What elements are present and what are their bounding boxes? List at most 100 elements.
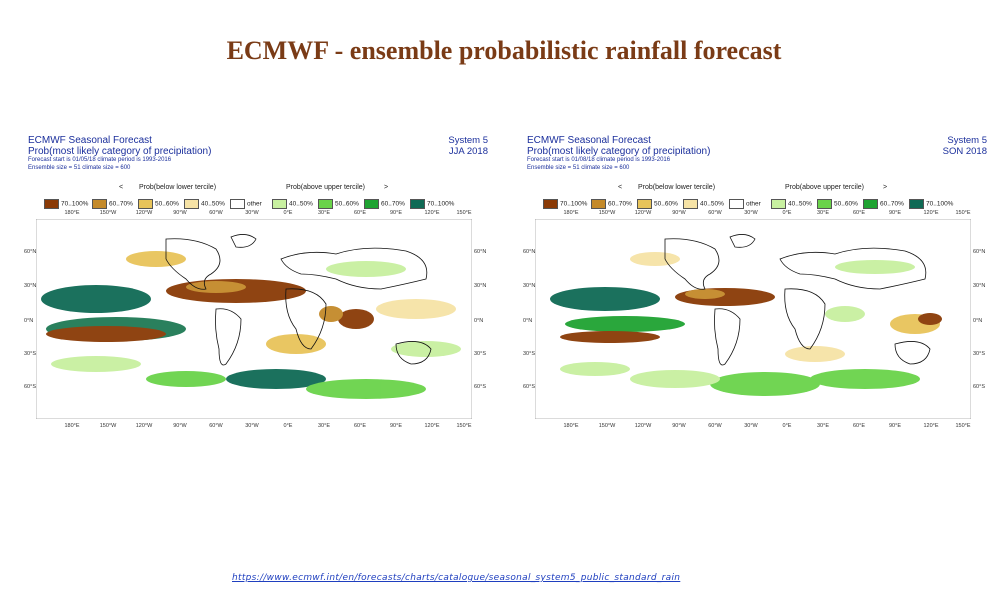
legend-item: 60..70%: [591, 199, 632, 209]
legend-below-label: Prob(below lower tercile): [638, 184, 716, 191]
legend-swatch: [44, 199, 59, 209]
lon-label: 60°E: [853, 210, 865, 216]
wet-region: [710, 372, 820, 396]
panel-header: ECMWF Seasonal Forecast Prob(most likely…: [28, 135, 211, 172]
lon-label: 120°E: [923, 210, 939, 216]
legend-arrow-left: <: [618, 184, 623, 191]
legend-swatch: [138, 199, 153, 209]
legend-item: 70..100%: [543, 199, 587, 209]
legend-item: 50..60%: [817, 199, 858, 209]
legend-item: 40..50%: [184, 199, 225, 209]
source-link[interactable]: https://www.ecmwf.int/en/forecasts/chart…: [232, 573, 681, 583]
legend-swatch: [364, 199, 379, 209]
legend-swatch: [683, 199, 698, 209]
north-america-outline: [165, 238, 221, 290]
lon-label: 30°E: [318, 210, 330, 216]
legend-item: other: [729, 199, 761, 209]
legend-item: other: [230, 199, 262, 209]
lon-label: 90°E: [889, 210, 901, 216]
lon-label: 150°E: [955, 210, 971, 216]
panel-subtitle: Prob(most likely category of precipitati…: [28, 146, 212, 157]
wet-region: [146, 371, 226, 387]
forecast-map-son: ECMWF Seasonal Forecast Prob(most likely…: [523, 133, 991, 433]
lat-label: 60°N: [973, 249, 986, 255]
lon-label: 120°W: [634, 423, 652, 429]
dry-region: [918, 313, 942, 325]
wet-region: [226, 369, 326, 389]
lon-label: 60°W: [209, 210, 223, 216]
lon-label: 180°E: [64, 423, 80, 429]
slide-title: ECMWF - ensemble probabilistic rainfall …: [226, 36, 782, 65]
dry-region: [338, 309, 374, 329]
probability-fields: [41, 251, 461, 399]
legend-item: 60..70%: [863, 199, 904, 209]
lat-label: 60°S: [474, 384, 486, 390]
legend-swatch: [318, 199, 333, 209]
panel-system-info: System 5 JJA 2018: [448, 135, 488, 157]
panel-header: ECMWF Seasonal Forecast Prob(most likely…: [527, 135, 710, 172]
legend-item: 40..50%: [771, 199, 812, 209]
system-label: System 5: [448, 135, 488, 146]
lat-label: 60°S: [523, 384, 535, 390]
legend-swatch: [410, 199, 425, 209]
panel-system-info: System 5 SON 2018: [943, 135, 987, 157]
legend-headers: < Prob(below lower tercile) Prob(above u…: [24, 184, 492, 194]
dry-region: [560, 331, 660, 343]
south-america-outline: [215, 308, 242, 366]
dry-region: [685, 289, 725, 299]
lon-label: 30°E: [817, 423, 829, 429]
lon-label: 60°W: [708, 423, 722, 429]
legend-above-label: Prob(above upper tercile): [286, 184, 365, 191]
lon-label: 0°E: [283, 210, 293, 216]
lat-label: 0°N: [523, 318, 533, 324]
legend-item: 70..100%: [909, 199, 953, 209]
legend-below-label: Prob(below lower tercile): [139, 184, 217, 191]
legend-item: 70..100%: [410, 199, 454, 209]
wet-region: [391, 341, 461, 357]
wet-region: [810, 369, 920, 389]
system-label: System 5: [947, 135, 987, 146]
legend-above-label: Prob(above upper tercile): [785, 184, 864, 191]
legend-item: 50..60%: [138, 199, 179, 209]
legend-swatch: [184, 199, 199, 209]
eurasia-outline: [779, 247, 927, 290]
lon-label: 150°E: [456, 423, 472, 429]
greenland-outline: [729, 234, 756, 248]
legend-swatch: [543, 199, 558, 209]
legend-swatch: [637, 199, 652, 209]
australia-outline: [395, 341, 432, 365]
panel-title: ECMWF Seasonal Forecast: [527, 135, 651, 146]
legend-swatch: [909, 199, 924, 209]
dry-region: [785, 346, 845, 362]
lon-label: 90°E: [390, 210, 402, 216]
south-america-outline: [714, 308, 741, 366]
precipitation-map: [535, 219, 971, 419]
dry-region: [46, 326, 166, 342]
lon-label: 30°E: [318, 423, 330, 429]
lon-label: 120°W: [634, 210, 652, 216]
lon-label: 150°W: [598, 423, 616, 429]
lon-label: 60°E: [354, 210, 366, 216]
coastlines: [664, 234, 931, 366]
wet-region: [560, 362, 630, 376]
panel-title: ECMWF Seasonal Forecast: [28, 135, 152, 146]
greenland-outline: [230, 234, 257, 248]
legend-arrow-right: >: [384, 184, 389, 191]
legend-swatch: [92, 199, 107, 209]
ensemble-size-line: Ensemble size = 51 climate size = 600: [527, 164, 630, 171]
legend-arrow-left: <: [119, 184, 124, 191]
lat-label: 30°S: [523, 351, 535, 357]
lon-label: 90°E: [889, 423, 901, 429]
lon-label: 30°W: [744, 423, 758, 429]
dry-region: [266, 334, 326, 354]
legend-swatch: [729, 199, 744, 209]
eurasia-outline: [280, 247, 428, 290]
lon-label: 90°E: [390, 423, 402, 429]
wet-region: [51, 356, 141, 372]
panel-subtitle: Prob(most likely category of precipitati…: [527, 146, 711, 157]
legend-item: 40..50%: [272, 199, 313, 209]
lon-label: 30°W: [245, 210, 259, 216]
lon-label: 120°E: [424, 210, 440, 216]
dry-region: [630, 252, 680, 266]
lon-label: 150°W: [99, 423, 117, 429]
